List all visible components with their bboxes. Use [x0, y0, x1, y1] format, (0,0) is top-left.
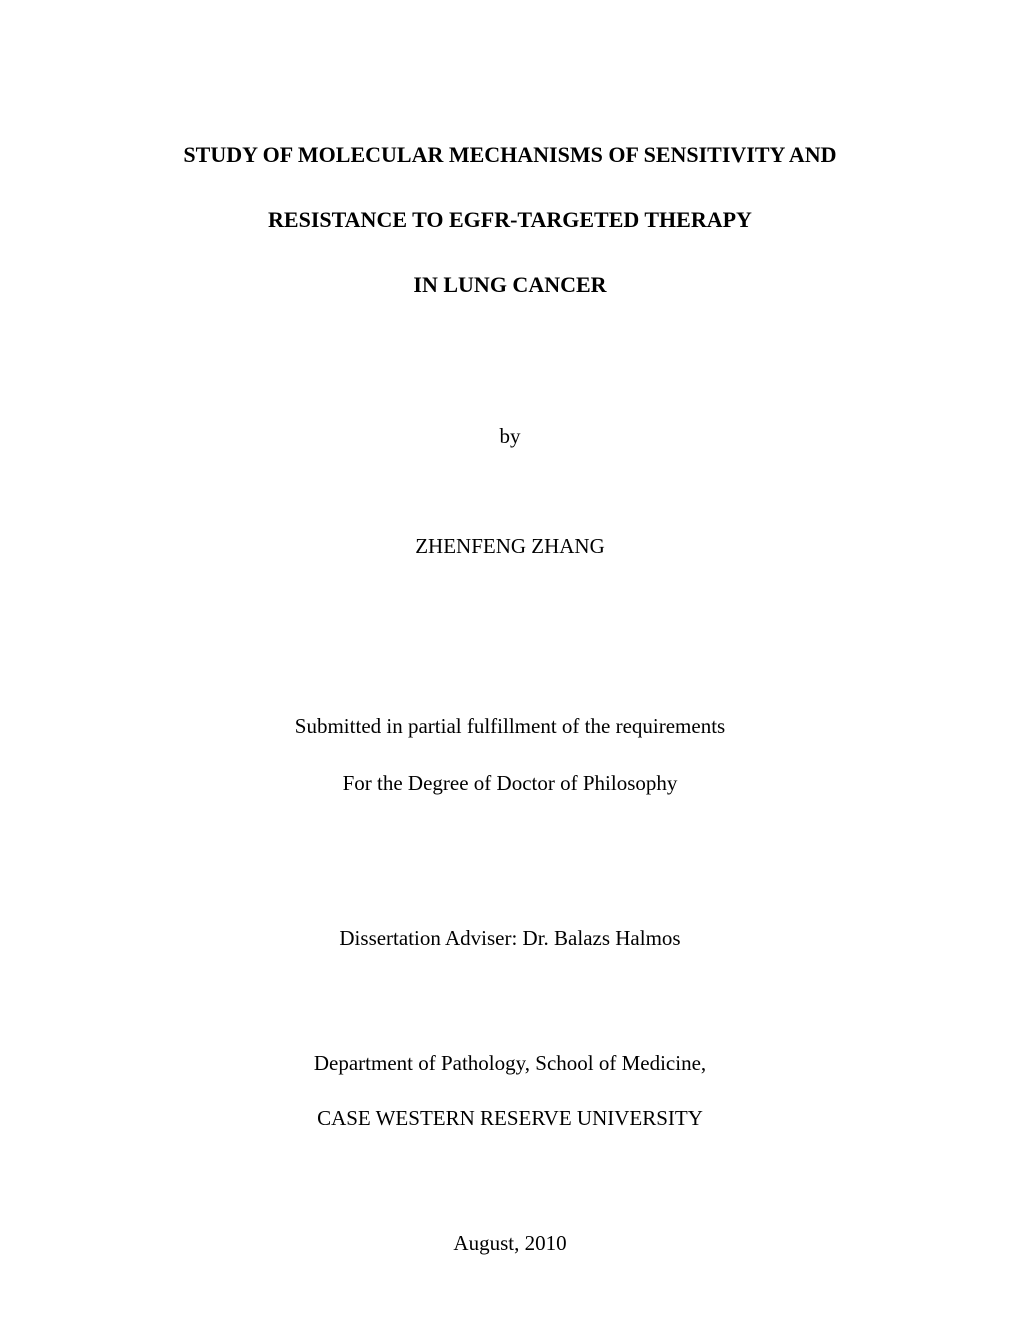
degree-text: For the Degree of Doctor of Philosophy [343, 771, 678, 796]
by-label: by [500, 424, 521, 449]
title-line-1: STUDY OF MOLECULAR MECHANISMS OF SENSITI… [183, 140, 836, 171]
adviser-text: Dissertation Adviser: Dr. Balazs Halmos [339, 926, 680, 951]
title-block: STUDY OF MOLECULAR MECHANISMS OF SENSITI… [183, 140, 836, 334]
title-line-3: IN LUNG CANCER [183, 270, 836, 301]
author-name: ZHENFENG ZHANG [415, 534, 605, 559]
submission-text: Submitted in partial fulfillment of the … [295, 714, 725, 739]
department-text: Department of Pathology, School of Medic… [314, 1051, 706, 1076]
title-line-2: RESISTANCE TO EGFR-TARGETED THERAPY [183, 205, 836, 236]
university-text: CASE WESTERN RESERVE UNIVERSITY [317, 1106, 703, 1131]
date-text: August, 2010 [453, 1231, 566, 1256]
